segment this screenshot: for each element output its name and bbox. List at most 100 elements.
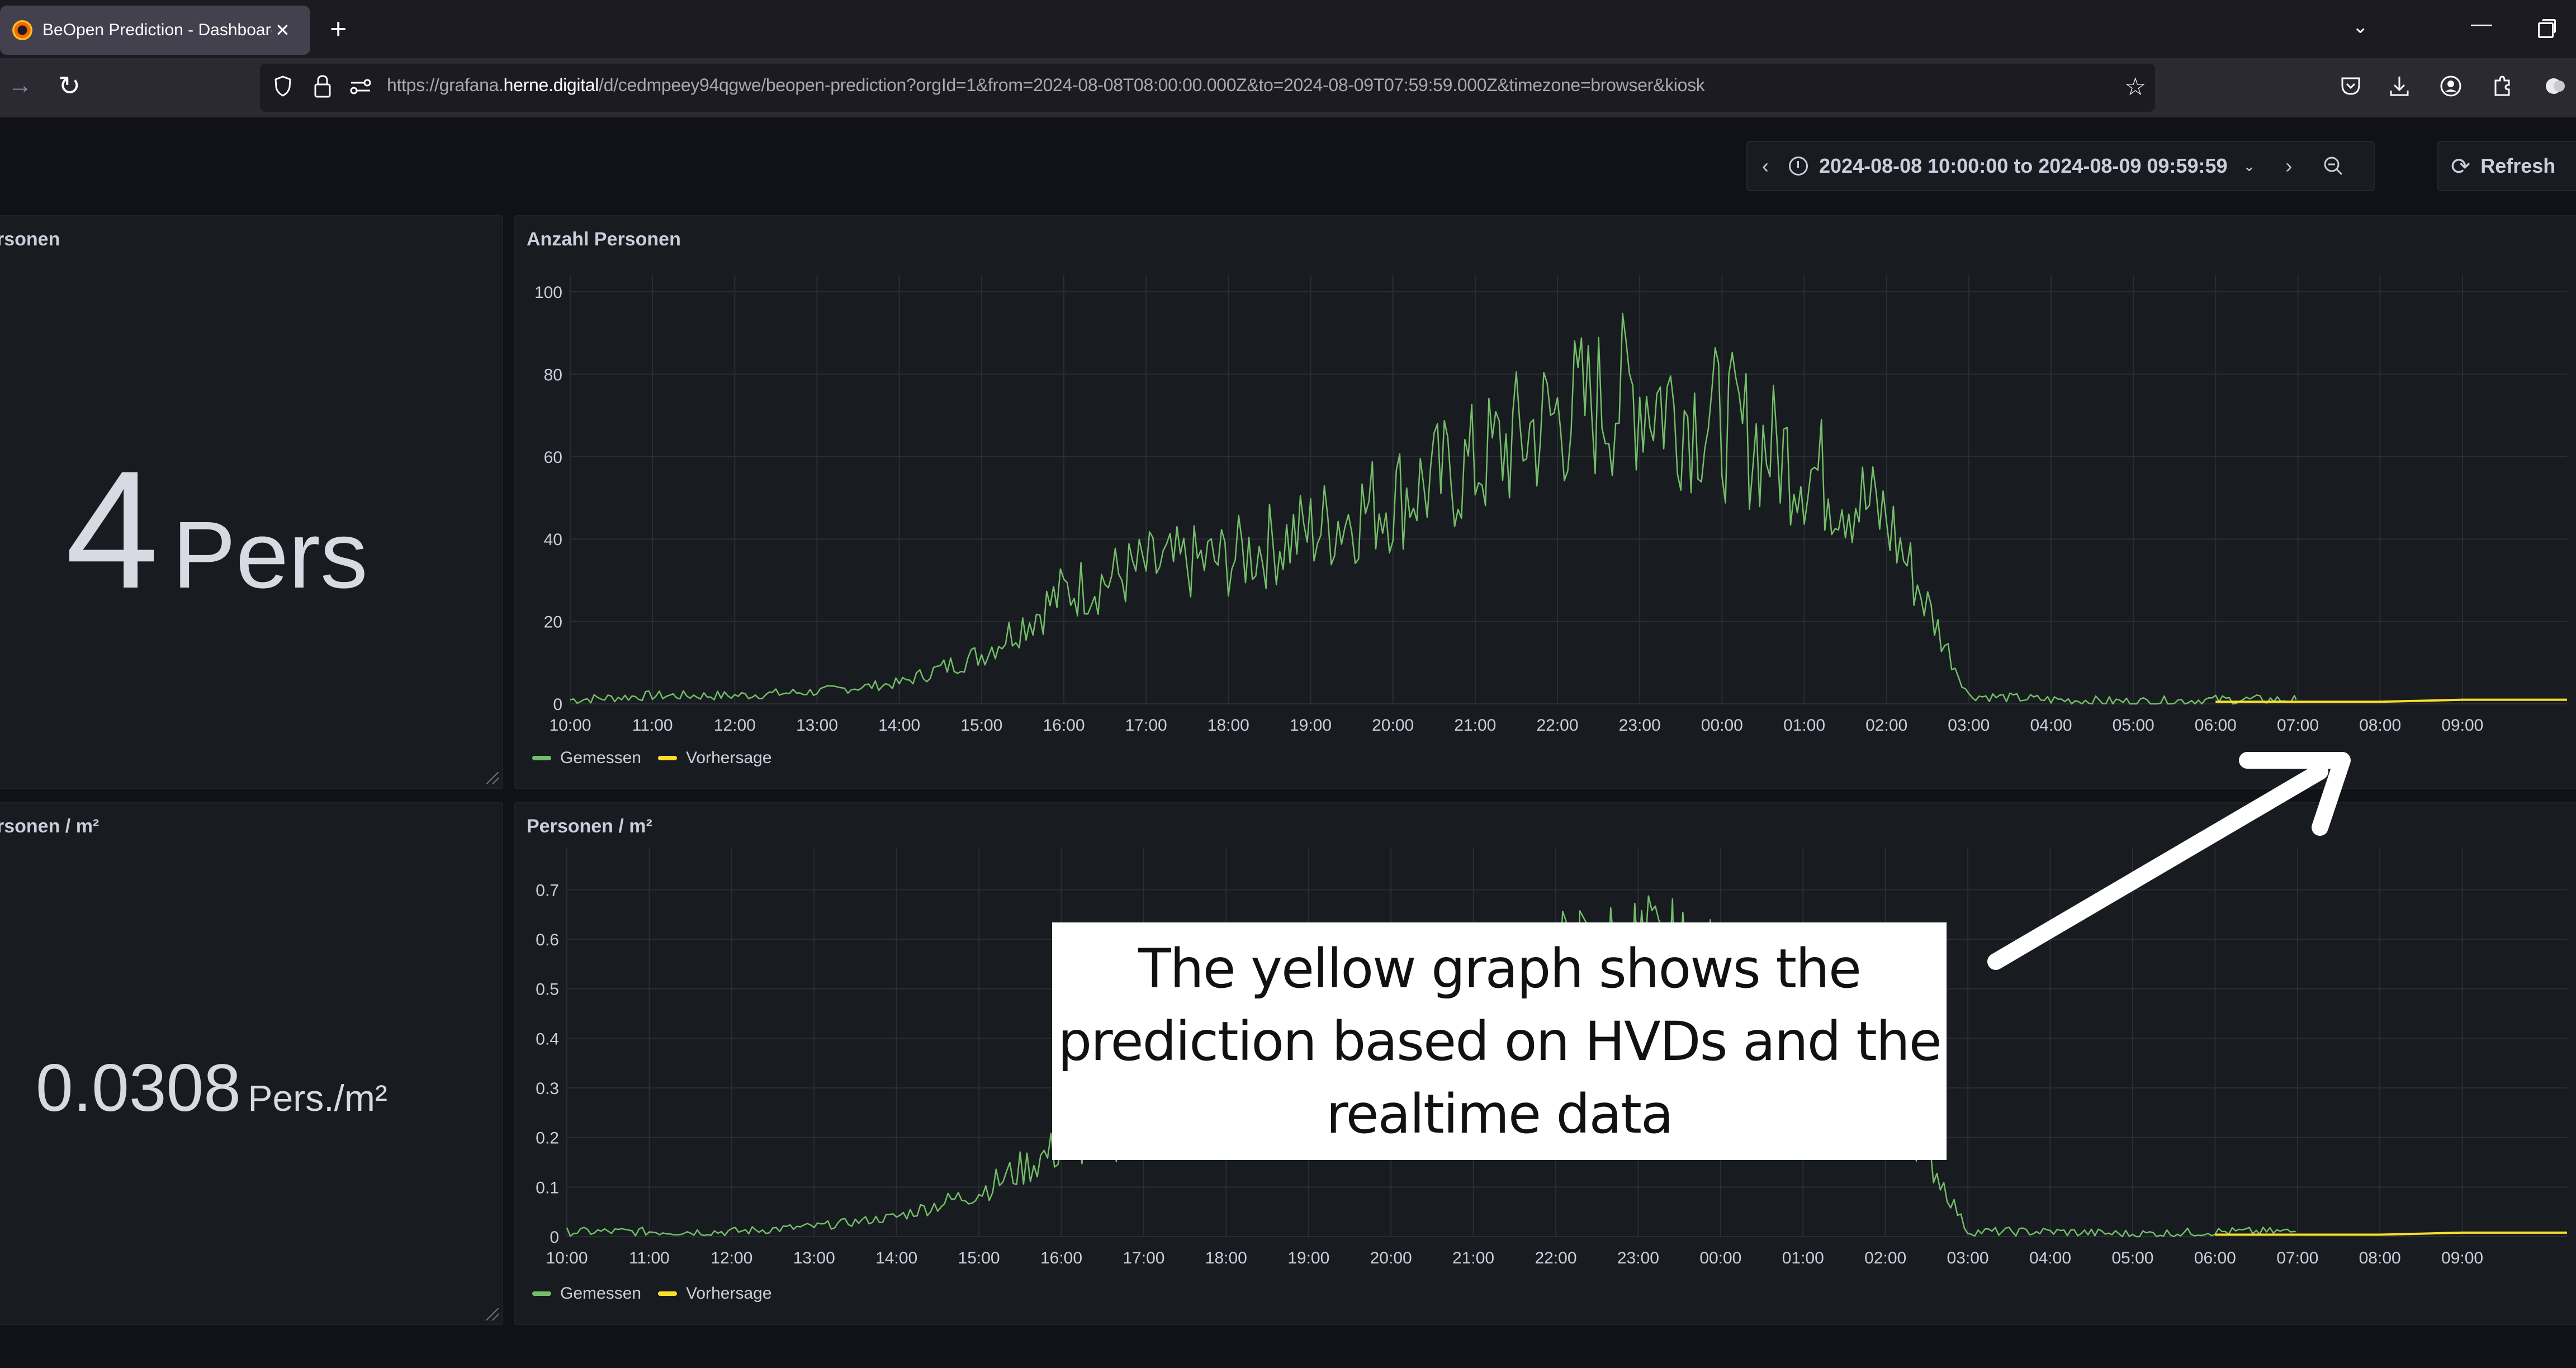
svg-text:23:00: 23:00 [1619,716,1661,735]
new-tab-button[interactable]: + [330,13,347,45]
downloads-icon[interactable] [2388,75,2411,97]
time-range-dropdown-chevron-icon[interactable]: ⌄ [2243,157,2256,174]
svg-text:07:00: 07:00 [2277,716,2319,735]
panel-title: Anzahl Personen [527,229,681,250]
legend-item-forecast[interactable]: Vorhersage [658,749,772,768]
legend-swatch-yellow [658,1291,678,1296]
svg-text:60: 60 [544,448,562,467]
svg-text:11:00: 11:00 [629,1249,670,1267]
legend-label: Vorhersage [686,1284,772,1303]
permissions-icon[interactable] [349,77,372,96]
legend-item-measured[interactable]: Gemessen [532,1284,641,1303]
stat-panel-person-count[interactable]: rsonen 4 Pers [0,215,503,789]
url-host: herne.digital [503,75,599,95]
timeseries-panel-person-count[interactable]: Anzahl Personen 0 20 40 60 80 100 10:00 11:00 12… [514,215,2576,789]
panel-title: rsonen / m² [0,816,100,837]
svg-text:0.2: 0.2 [536,1129,559,1148]
chart-legend: Gemessen Vorhersage [532,749,789,768]
svg-text:00:00: 00:00 [1701,716,1743,735]
stat-number: 0.0308 [36,1050,242,1125]
svg-text:04:00: 04:00 [2029,1249,2071,1267]
extensions-puzzle-icon[interactable] [2491,75,2513,97]
extension-icon[interactable] [2544,75,2566,97]
svg-text:100: 100 [534,283,562,302]
svg-text:05:00: 05:00 [2113,716,2154,735]
legend-swatch-green [532,1291,551,1296]
panel-resize-handle[interactable] [486,1308,499,1320]
svg-text:21:00: 21:00 [1452,1249,1494,1267]
window-minimize-button[interactable]: — [2471,12,2492,36]
account-icon[interactable] [2440,75,2462,97]
lock-icon[interactable] [313,74,332,98]
svg-text:04:00: 04:00 [2030,716,2072,735]
zoom-out-icon[interactable] [2323,156,2343,176]
svg-text:01:00: 01:00 [1783,716,1825,735]
url-text[interactable]: https://grafana.herne.digital/d/cedmpeey… [387,75,1705,96]
svg-text:0.5: 0.5 [536,981,559,999]
legend-label: Gemessen [560,1284,642,1303]
svg-text:13:00: 13:00 [796,716,838,735]
svg-text:80: 80 [544,366,562,384]
legend-item-measured[interactable]: Gemessen [532,749,641,768]
svg-text:02:00: 02:00 [1865,716,1907,735]
grafana-logo-icon [12,20,32,40]
pocket-icon[interactable] [2340,75,2362,97]
time-range-picker: ‹ 2024-08-08 10:00:00 to 2024-08-09 09:5… [1746,141,2375,191]
reload-icon[interactable]: ↻ [58,72,81,101]
tab-title: BeOpen Prediction - Dashboard [42,21,272,39]
svg-text:16:00: 16:00 [1043,716,1085,735]
svg-text:21:00: 21:00 [1454,716,1496,735]
svg-text:06:00: 06:00 [2195,716,2237,735]
svg-text:08:00: 08:00 [2359,716,2401,735]
window-restore-button[interactable] [2538,19,2556,38]
svg-text:07:00: 07:00 [2276,1249,2318,1267]
svg-text:03:00: 03:00 [1948,716,1990,735]
svg-text:17:00: 17:00 [1125,716,1167,735]
time-range-back-button[interactable]: ‹ [1762,154,1769,177]
svg-text:14:00: 14:00 [875,1249,917,1267]
svg-text:15:00: 15:00 [960,716,1002,735]
svg-text:19:00: 19:00 [1290,716,1332,735]
stat-unit: Pers [172,502,368,608]
tab-close-icon[interactable]: ✕ [275,20,290,40]
browser-tab-active[interactable]: BeOpen Prediction - Dashboard ✕ [0,6,310,55]
time-range-forward-button[interactable]: › [2285,154,2293,177]
stat-number: 4 [65,436,159,623]
stat-panel-person-density[interactable]: rsonen / m² 0.0308 Pers./m² [0,802,503,1325]
tracking-protection-shield-icon[interactable] [274,75,292,97]
svg-text:17:00: 17:00 [1123,1249,1164,1267]
refresh-label: Refresh [2480,154,2556,177]
legend-label: Vorhersage [686,749,772,767]
annotation-callout: The yellow graph shows the prediction ba… [1052,922,1947,1160]
url-bar[interactable] [260,64,2155,112]
svg-text:23:00: 23:00 [1617,1249,1659,1267]
svg-text:03:00: 03:00 [1947,1249,1989,1267]
svg-text:0.6: 0.6 [536,931,559,949]
stat-value-count: 4 Pers [65,446,368,613]
svg-text:20: 20 [544,613,562,632]
clock-icon [1789,157,1808,176]
svg-text:0: 0 [550,1228,559,1247]
svg-text:40: 40 [544,531,562,549]
svg-text:20:00: 20:00 [1370,1249,1412,1267]
person-count-chart[interactable]: 0 20 40 60 80 100 10:00 11:00 12:00 13:00 14:00 15:… [515,216,2576,790]
svg-text:0: 0 [553,695,562,714]
time-range-display[interactable]: 2024-08-08 10:00:00 to 2024-08-09 09:59:… [1819,154,2228,177]
svg-text:08:00: 08:00 [2359,1249,2401,1267]
svg-text:16:00: 16:00 [1040,1249,1082,1267]
panel-title: Personen / m² [527,816,652,837]
forward-arrow-icon[interactable]: → [8,72,32,99]
bookmark-star-icon[interactable]: ☆ [2124,73,2147,101]
svg-text:01:00: 01:00 [1782,1249,1824,1267]
svg-text:22:00: 22:00 [1536,716,1578,735]
panel-resize-handle[interactable] [486,772,499,784]
svg-text:22:00: 22:00 [1535,1249,1576,1267]
stat-value-density: 0.0308 Pers./m² [36,1049,387,1126]
svg-text:18:00: 18:00 [1208,716,1249,735]
list-all-tabs-chevron-icon[interactable]: ⌄ [2352,16,2369,37]
refresh-button[interactable]: ⟳ Refresh [2437,141,2576,191]
svg-text:05:00: 05:00 [2111,1249,2153,1267]
svg-text:10:00: 10:00 [549,716,591,735]
legend-item-forecast[interactable]: Vorhersage [658,1284,772,1303]
url-prefix: https://grafana. [387,75,504,95]
